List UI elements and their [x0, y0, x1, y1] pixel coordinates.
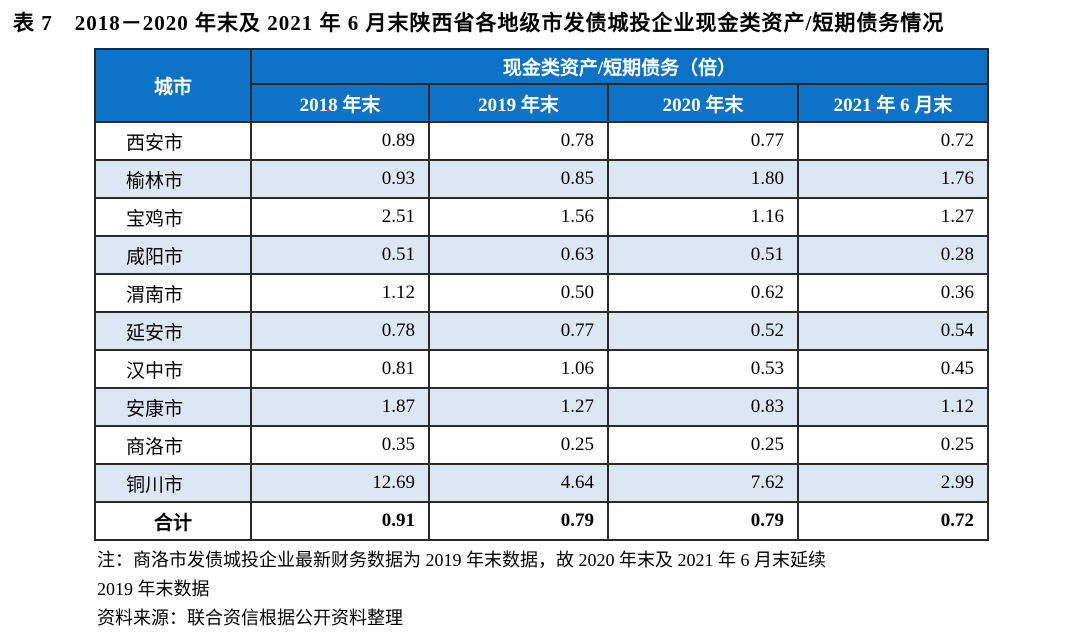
value-cell: 0.77: [428, 311, 609, 351]
city-cell: 延安市: [94, 311, 252, 351]
value-cell: 1.27: [796, 197, 990, 237]
value-cell: 0.83: [607, 387, 799, 427]
table-row-5: 延安市 0.78 0.77 0.52 0.54: [94, 311, 990, 351]
value-cell: 4.64: [428, 463, 609, 503]
value-cell: 1.16: [607, 197, 799, 237]
value-cell: 2.99: [796, 463, 990, 503]
value-cell: 0.50: [428, 273, 609, 313]
table-header: 城市 现金类资产/短期债务（倍） 2018 年末 2019 年末 2020 年末…: [94, 48, 990, 123]
header-group-row: 城市 现金类资产/短期债务（倍）: [94, 48, 990, 123]
table-row-3: 咸阳市 0.51 0.63 0.51 0.28: [94, 235, 990, 275]
value-cell: 2.51: [250, 197, 430, 237]
value-cell: 0.28: [796, 235, 990, 275]
value-cell: 1.12: [250, 273, 430, 313]
city-cell: 商洛市: [94, 425, 252, 465]
table-body: 西安市 0.89 0.78 0.77 0.72 榆林市 0.93 0.85 1.80 1.76 宝鸡…: [94, 121, 990, 541]
value-cell: 0.63: [428, 235, 609, 275]
city-cell: 合计: [94, 501, 252, 541]
city-cell: 汉中市: [94, 349, 252, 389]
value-cell: 0.79: [607, 501, 799, 541]
city-cell: 宝鸡市: [94, 197, 252, 237]
column-header-2021h1: 2021 年 6 月末: [796, 83, 990, 123]
city-cell: 榆林市: [94, 159, 252, 199]
value-cell: 1.87: [250, 387, 430, 427]
table-row-total: 合计 0.91 0.79 0.79 0.72: [94, 501, 990, 541]
value-cell: 0.25: [796, 425, 990, 465]
value-cell: 0.25: [607, 425, 799, 465]
value-cell: 0.77: [607, 121, 799, 161]
value-cell: 0.93: [250, 159, 430, 199]
source-line: 资料来源：联合资信根据公开资料整理: [97, 608, 403, 628]
column-header-2018: 2018 年末: [250, 83, 430, 123]
table-row-1: 榆林市 0.93 0.85 1.80 1.76: [94, 159, 990, 199]
value-cell: 1.80: [607, 159, 799, 199]
table-title: 表 7 2018－2020 年末及 2021 年 6 月末陕西省各地级市发债城投…: [13, 11, 945, 35]
note-line-1: 注：商洛市发债城投企业最新财务数据为 2019 年末数据，故 2020 年末及 …: [97, 550, 826, 570]
value-cell: 0.51: [607, 235, 799, 275]
table-row-4: 渭南市 1.12 0.50 0.62 0.36: [94, 273, 990, 313]
value-cell: 0.51: [250, 235, 430, 275]
city-cell: 铜川市: [94, 463, 252, 503]
value-cell: 0.25: [428, 425, 609, 465]
cash-assets-table: 城市 现金类资产/短期债务（倍） 2018 年末 2019 年末 2020 年末…: [94, 48, 990, 541]
value-cell: 0.36: [796, 273, 990, 313]
column-group-header: 现金类资产/短期债务（倍）: [249, 48, 990, 85]
footnotes: 注：商洛市发债城投企业最新财务数据为 2019 年末数据，故 2020 年末及 …: [97, 546, 826, 633]
value-cell: 0.72: [796, 121, 990, 161]
city-cell: 安康市: [94, 387, 252, 427]
table-row-8: 商洛市 0.35 0.25 0.25 0.25: [94, 425, 990, 465]
value-cell: 0.89: [250, 121, 430, 161]
value-cell: 0.62: [607, 273, 799, 313]
value-cell: 1.27: [428, 387, 609, 427]
value-cell: 0.91: [250, 501, 430, 541]
value-cell: 0.54: [796, 311, 990, 351]
value-cell: 1.12: [796, 387, 990, 427]
note-line-2: 2019 年末数据: [97, 579, 210, 599]
city-cell: 西安市: [94, 121, 252, 161]
value-cell: 0.72: [796, 501, 990, 541]
value-cell: 7.62: [607, 463, 799, 503]
table-row-6: 汉中市 0.81 1.06 0.53 0.45: [94, 349, 990, 389]
value-cell: 0.35: [250, 425, 430, 465]
column-header-2020: 2020 年末: [607, 83, 799, 123]
value-cell: 1.56: [428, 197, 609, 237]
value-cell: 0.81: [250, 349, 430, 389]
value-cell: 0.53: [607, 349, 799, 389]
value-cell: 0.78: [250, 311, 430, 351]
value-cell: 0.78: [428, 121, 609, 161]
column-header-city: 城市: [94, 48, 252, 123]
value-cell: 0.45: [796, 349, 990, 389]
table-row-2: 宝鸡市 2.51 1.56 1.16 1.27: [94, 197, 990, 237]
value-cell: 0.79: [428, 501, 609, 541]
column-header-2019: 2019 年末: [428, 83, 609, 123]
table-row-9: 铜川市 12.69 4.64 7.62 2.99: [94, 463, 990, 503]
table-row-7: 安康市 1.87 1.27 0.83 1.12: [94, 387, 990, 427]
header-period-row: 2018 年末 2019 年末 2020 年末 2021 年 6 月末: [95, 83, 990, 123]
value-cell: 12.69: [250, 463, 430, 503]
value-cell: 1.06: [428, 349, 609, 389]
table-row-0: 西安市 0.89 0.78 0.77 0.72: [94, 121, 990, 161]
city-cell: 咸阳市: [94, 235, 252, 275]
value-cell: 0.52: [607, 311, 799, 351]
value-cell: 1.76: [796, 159, 990, 199]
value-cell: 0.85: [428, 159, 609, 199]
city-cell: 渭南市: [94, 273, 252, 313]
